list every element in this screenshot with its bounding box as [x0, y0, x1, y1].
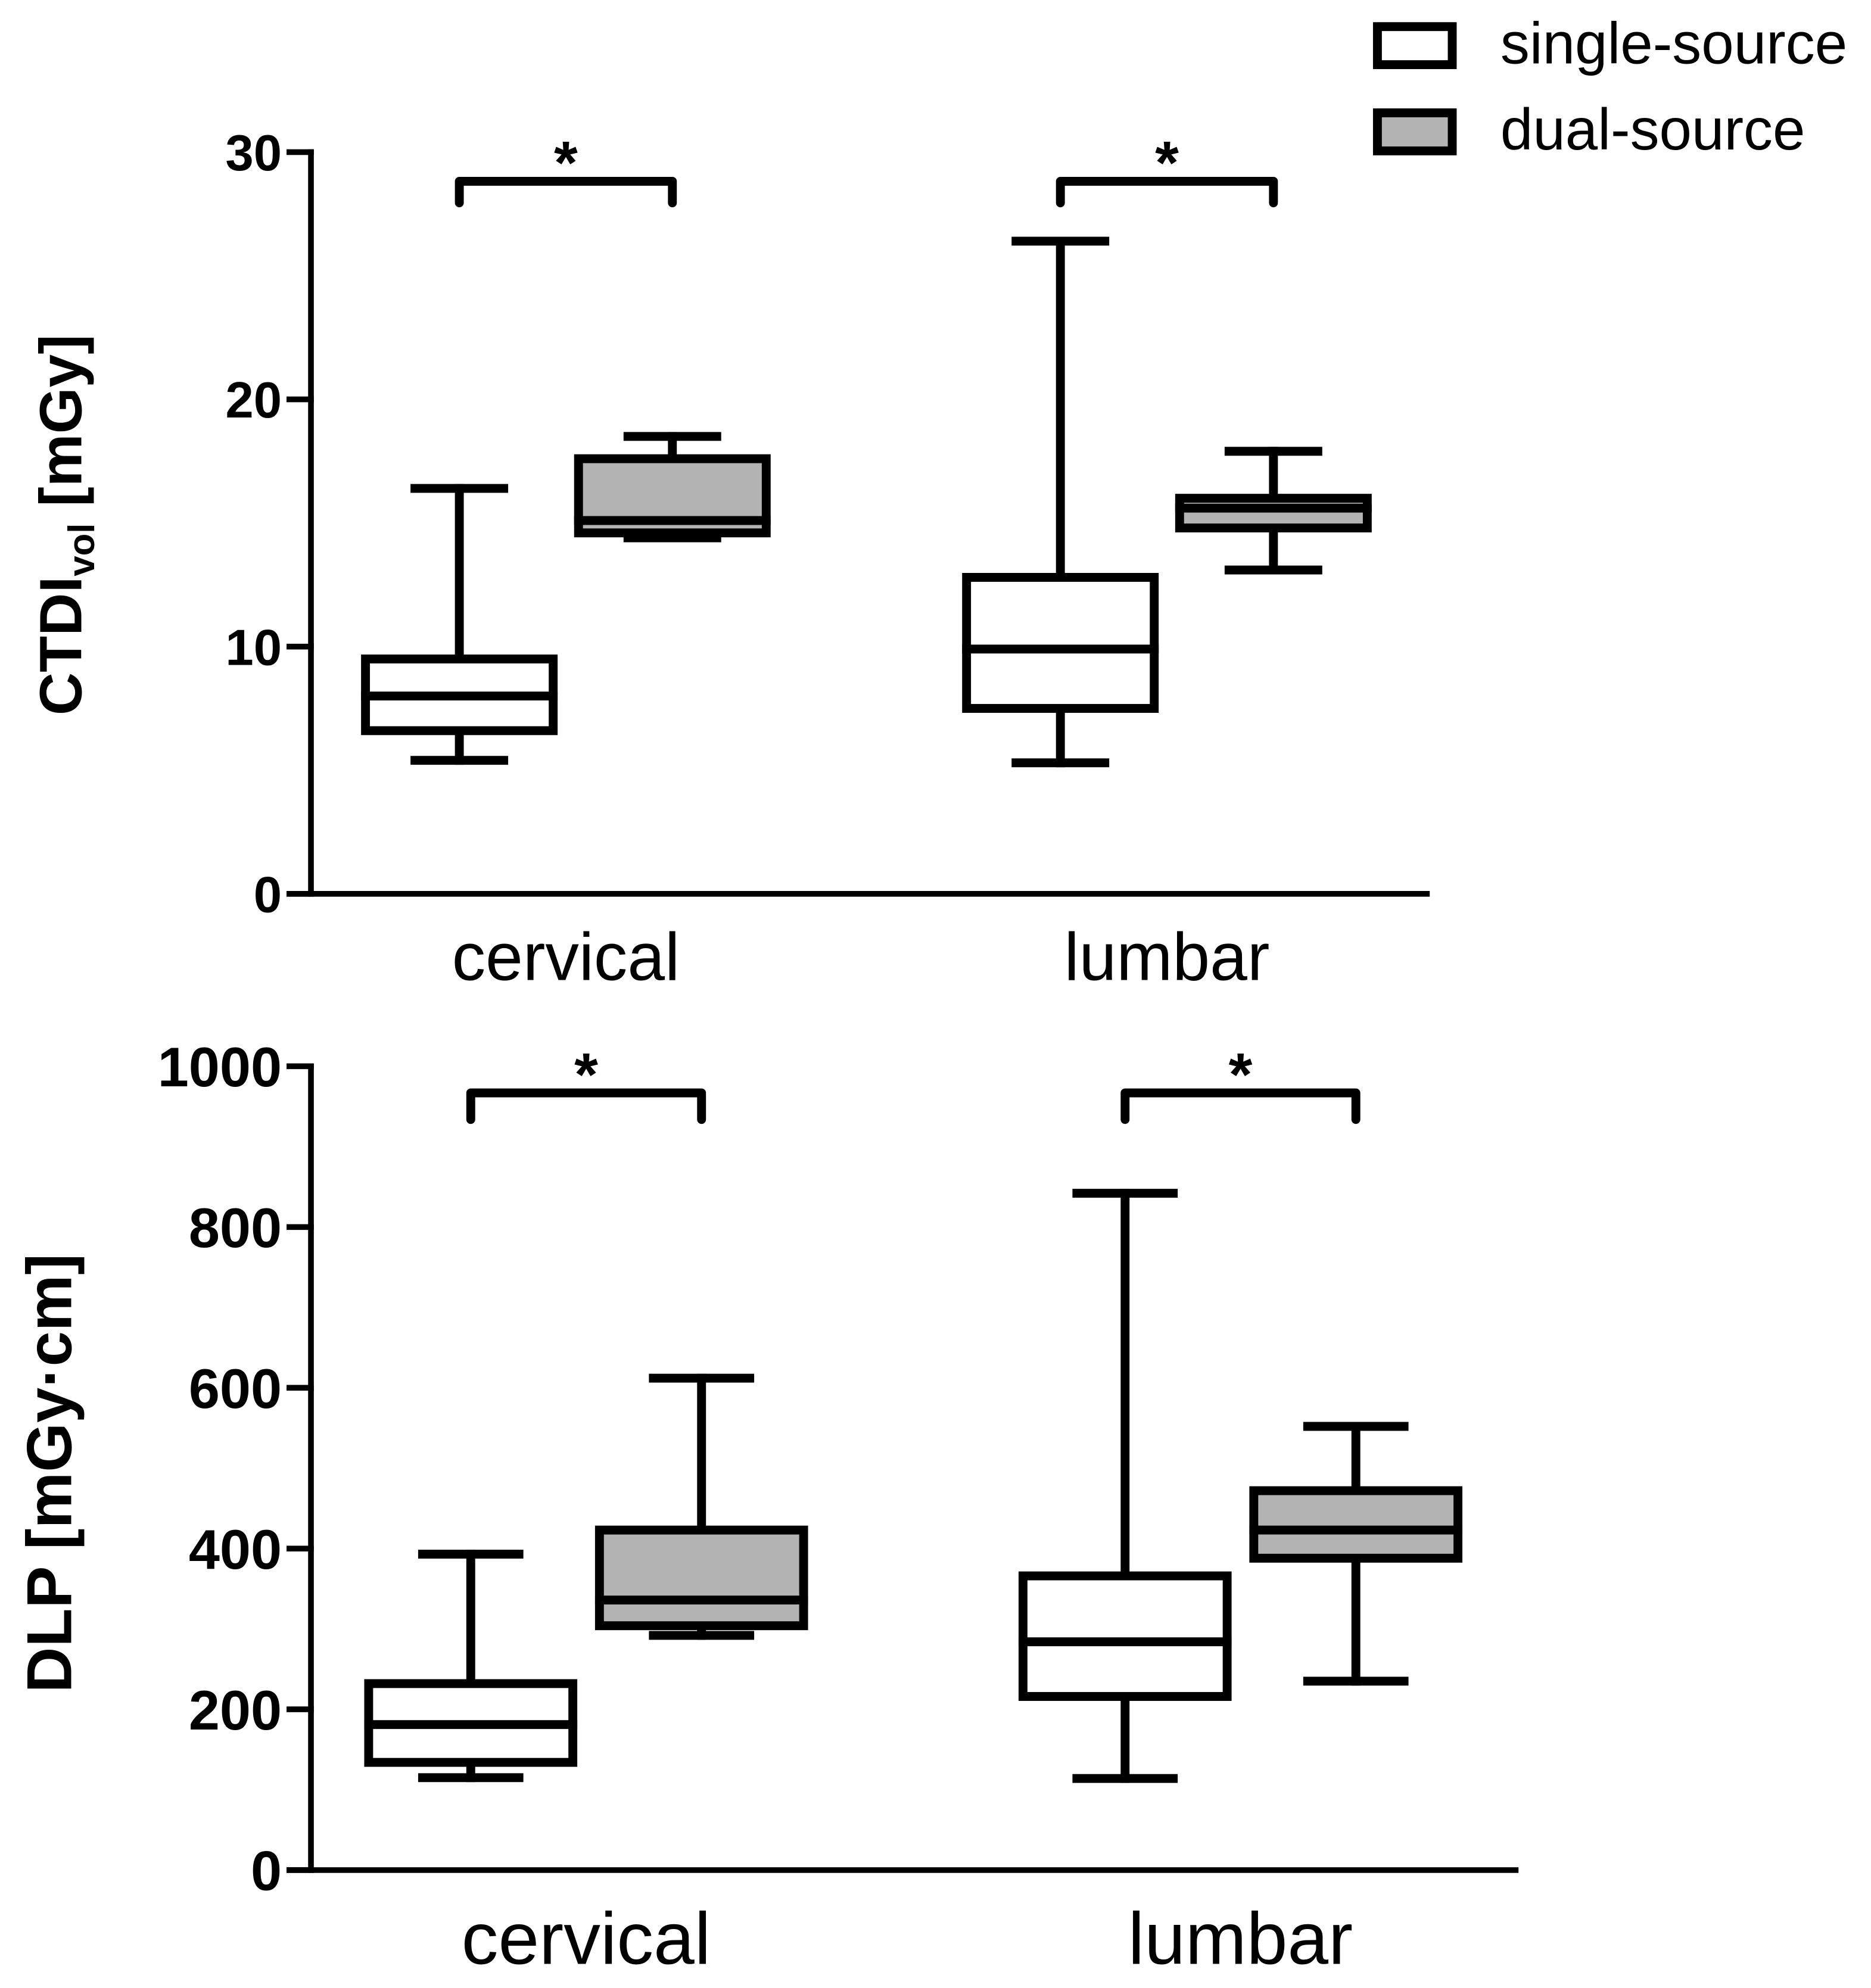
- y-axis-title-unit: [mGy]: [28, 335, 95, 524]
- significance-asterisk: *: [1155, 129, 1179, 197]
- y-tick-label: 0: [254, 867, 282, 923]
- iqr-box: [962, 573, 1159, 713]
- legend-swatch-dual-source: [1372, 108, 1457, 155]
- significance-asterisk: *: [1229, 1040, 1253, 1108]
- box-lumbar-single-source: [962, 236, 1159, 768]
- y-tick-label: 800: [189, 1196, 282, 1259]
- y-tick-label: 0: [251, 1840, 282, 1902]
- y-tick-label: 1000: [158, 1036, 282, 1098]
- legend: single-source dual-source: [1372, 10, 1847, 162]
- x-category-label-lumbar: lumbar: [1128, 1898, 1353, 1980]
- legend-label-dual-source: dual-source: [1500, 96, 1805, 162]
- legend-entry-dual-source: dual-source: [1372, 96, 1805, 162]
- dlp-chart: 0 200 400 600 800 1000 DLP [mGy·cm] cervical lum…: [14, 1036, 1519, 1980]
- box-cervical-dual-source: [594, 1373, 808, 1640]
- significance-asterisk: *: [554, 129, 578, 197]
- y-tick-label: 20: [225, 372, 282, 429]
- iqr-box: [1249, 1486, 1463, 1563]
- legend-label-single-source: single-source: [1500, 10, 1847, 76]
- significance-asterisk: *: [574, 1040, 598, 1108]
- box-cervical-dual-source: [574, 432, 771, 543]
- box-cervical-single-source: [364, 1550, 578, 1783]
- iqr-box: [1018, 1571, 1232, 1701]
- y-axis-title-subscript: vol: [61, 523, 102, 576]
- x-category-label-lumbar: lumbar: [1064, 920, 1270, 995]
- y-tick-label: 400: [189, 1518, 282, 1581]
- box-lumbar-dual-source: [1175, 447, 1372, 575]
- ctdi-vol-chart: 0 10 20 30 CTDIvol [mGy] cervical lumbar * *: [28, 125, 1430, 995]
- y-axis-title: CTDIvol [mGy]: [28, 335, 102, 715]
- box-cervical-single-source: [361, 484, 558, 765]
- x-category-label-cervical: cervical: [462, 1898, 711, 1980]
- significance-bracket-cervical: [466, 1088, 706, 1124]
- significance-bracket-lumbar: [1056, 176, 1278, 208]
- y-tick-label: 10: [225, 619, 282, 676]
- y-tick-label: 600: [189, 1357, 282, 1420]
- iqr-box: [594, 1525, 808, 1631]
- y-tick-label: 200: [189, 1679, 282, 1741]
- significance-bracket-cervical: [454, 176, 677, 208]
- y-axis-title-main: CTDI: [28, 577, 95, 715]
- y-axis-title: DLP [mGy·cm]: [14, 1254, 85, 1693]
- y-axis-title-main: DLP [mGy·cm]: [14, 1254, 85, 1693]
- box-lumbar-dual-source: [1249, 1422, 1463, 1686]
- legend-swatch-single-source: [1372, 22, 1457, 70]
- iqr-box: [1175, 494, 1372, 532]
- x-category-label-cervical: cervical: [452, 920, 680, 995]
- box-lumbar-single-source: [1018, 1189, 1232, 1783]
- significance-bracket-lumbar: [1120, 1088, 1361, 1124]
- legend-entry-single-source: single-source: [1372, 10, 1847, 76]
- y-tick-label: 30: [225, 125, 282, 182]
